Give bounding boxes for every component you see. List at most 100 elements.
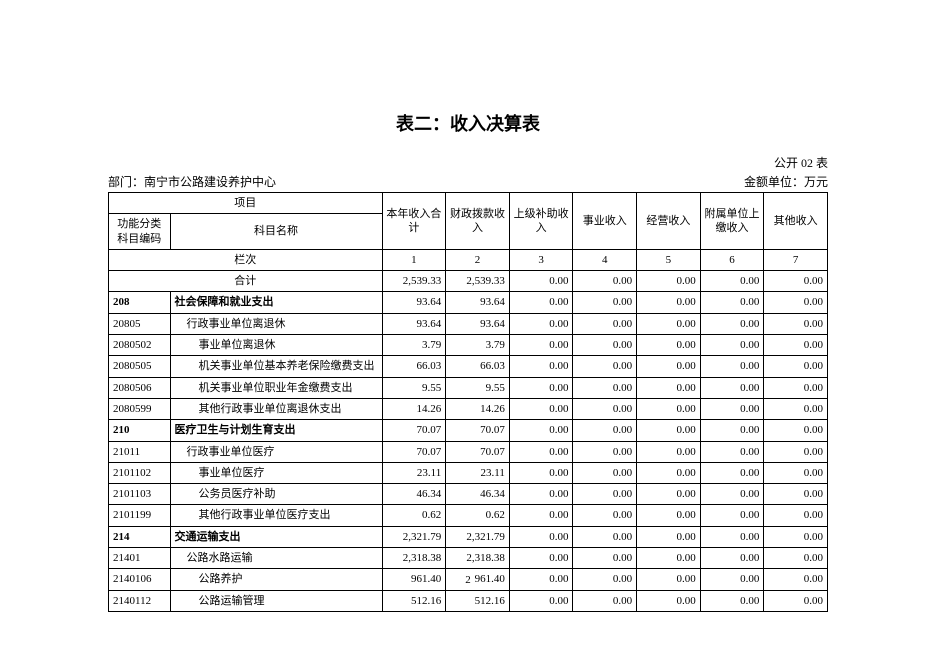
row-value: 66.03 bbox=[382, 356, 446, 377]
table-row: 2140112公路运输管理512.16512.160.000.000.000.0… bbox=[109, 590, 828, 611]
hdr-colnum-4: 5 bbox=[637, 249, 701, 270]
total-6: 0.00 bbox=[764, 271, 828, 292]
total-0: 2,539.33 bbox=[382, 271, 446, 292]
table-row: 20805行政事业单位离退休93.6493.640.000.000.000.00… bbox=[109, 313, 828, 334]
table-row: 21011行政事业单位医疗70.0770.070.000.000.000.000… bbox=[109, 441, 828, 462]
row-value: 0.00 bbox=[764, 548, 828, 569]
row-value: 0.00 bbox=[509, 398, 573, 419]
row-code: 2080505 bbox=[109, 356, 171, 377]
row-code: 210 bbox=[109, 420, 171, 441]
page-title: 表二：收入决算表 bbox=[108, 110, 828, 136]
row-value: 0.00 bbox=[764, 398, 828, 419]
row-value: 0.00 bbox=[637, 484, 701, 505]
row-value: 0.00 bbox=[764, 335, 828, 356]
row-value: 0.00 bbox=[637, 505, 701, 526]
row-value: 2,318.38 bbox=[446, 548, 510, 569]
table-row: 2080599其他行政事业单位离退休支出14.2614.260.000.000.… bbox=[109, 398, 828, 419]
row-value: 2,321.79 bbox=[446, 526, 510, 547]
row-code: 2080599 bbox=[109, 398, 171, 419]
row-value: 0.00 bbox=[509, 590, 573, 611]
row-value: 93.64 bbox=[446, 313, 510, 334]
table-row: 2101102事业单位医疗23.1123.110.000.000.000.000… bbox=[109, 462, 828, 483]
row-code: 21401 bbox=[109, 548, 171, 569]
row-name: 行政事业单位医疗 bbox=[170, 441, 382, 462]
row-value: 0.00 bbox=[700, 590, 764, 611]
row-value: 9.55 bbox=[446, 377, 510, 398]
row-value: 0.00 bbox=[637, 526, 701, 547]
row-value: 0.00 bbox=[700, 548, 764, 569]
row-value: 46.34 bbox=[446, 484, 510, 505]
row-code: 2101199 bbox=[109, 505, 171, 526]
row-name: 其他行政事业单位医疗支出 bbox=[170, 505, 382, 526]
row-value: 0.00 bbox=[637, 335, 701, 356]
row-value: 0.00 bbox=[764, 505, 828, 526]
row-value: 0.00 bbox=[573, 590, 637, 611]
row-value: 70.07 bbox=[446, 441, 510, 462]
hdr-colnum-2: 3 bbox=[509, 249, 573, 270]
row-code: 2080506 bbox=[109, 377, 171, 398]
row-value: 0.00 bbox=[509, 377, 573, 398]
row-value: 93.64 bbox=[382, 313, 446, 334]
row-name: 医疗卫生与计划生育支出 bbox=[170, 420, 382, 441]
row-code: 20805 bbox=[109, 313, 171, 334]
table-row: 2080505机关事业单位基本养老保险缴费支出66.0366.030.000.0… bbox=[109, 356, 828, 377]
total-2: 0.00 bbox=[509, 271, 573, 292]
row-value: 70.07 bbox=[446, 420, 510, 441]
row-code: 2101103 bbox=[109, 484, 171, 505]
table-row: 210医疗卫生与计划生育支出70.0770.070.000.000.000.00… bbox=[109, 420, 828, 441]
row-name: 其他行政事业单位离退休支出 bbox=[170, 398, 382, 419]
hdr-col-0: 本年收入合计 bbox=[382, 193, 446, 250]
row-value: 0.00 bbox=[764, 292, 828, 313]
row-value: 0.00 bbox=[637, 292, 701, 313]
row-value: 0.00 bbox=[764, 462, 828, 483]
form-number: 公开 02 表 bbox=[108, 154, 828, 171]
row-value: 0.00 bbox=[700, 398, 764, 419]
row-value: 0.00 bbox=[573, 526, 637, 547]
row-value: 23.11 bbox=[382, 462, 446, 483]
row-name: 社会保障和就业支出 bbox=[170, 292, 382, 313]
row-value: 0.00 bbox=[573, 398, 637, 419]
total-3: 0.00 bbox=[573, 271, 637, 292]
table-header: 项目 本年收入合计 财政拨款收入 上级补助收入 事业收入 经营收入 附属单位上缴… bbox=[109, 193, 828, 292]
row-value: 0.00 bbox=[700, 292, 764, 313]
row-value: 0.00 bbox=[573, 462, 637, 483]
income-table: 项目 本年收入合计 财政拨款收入 上级补助收入 事业收入 经营收入 附属单位上缴… bbox=[108, 192, 828, 612]
row-value: 0.00 bbox=[700, 377, 764, 398]
table-body: 208社会保障和就业支出93.6493.640.000.000.000.000.… bbox=[109, 292, 828, 611]
row-value: 0.00 bbox=[509, 526, 573, 547]
table-row: 214交通运输支出2,321.792,321.790.000.000.000.0… bbox=[109, 526, 828, 547]
total-1: 2,539.33 bbox=[446, 271, 510, 292]
row-value: 66.03 bbox=[446, 356, 510, 377]
table-row: 208社会保障和就业支出93.6493.640.000.000.000.000.… bbox=[109, 292, 828, 313]
row-value: 0.00 bbox=[637, 462, 701, 483]
row-value: 0.00 bbox=[700, 526, 764, 547]
row-value: 0.62 bbox=[382, 505, 446, 526]
row-code: 2140112 bbox=[109, 590, 171, 611]
hdr-colnum-3: 4 bbox=[573, 249, 637, 270]
row-name: 机关事业单位职业年金缴费支出 bbox=[170, 377, 382, 398]
hdr-col-3: 事业收入 bbox=[573, 193, 637, 250]
row-value: 0.00 bbox=[764, 590, 828, 611]
hdr-heji: 合计 bbox=[109, 271, 383, 292]
row-value: 0.00 bbox=[509, 548, 573, 569]
row-value: 0.00 bbox=[637, 420, 701, 441]
row-value: 3.79 bbox=[382, 335, 446, 356]
hdr-colnum-6: 7 bbox=[764, 249, 828, 270]
row-code: 214 bbox=[109, 526, 171, 547]
row-value: 0.00 bbox=[764, 356, 828, 377]
row-value: 512.16 bbox=[382, 590, 446, 611]
row-code: 2101102 bbox=[109, 462, 171, 483]
hdr-project: 项目 bbox=[109, 193, 383, 214]
hdr-col-5: 附属单位上缴收入 bbox=[700, 193, 764, 250]
row-value: 70.07 bbox=[382, 420, 446, 441]
row-name: 机关事业单位基本养老保险缴费支出 bbox=[170, 356, 382, 377]
row-value: 0.00 bbox=[700, 420, 764, 441]
table-row: 21401公路水路运输2,318.382,318.380.000.000.000… bbox=[109, 548, 828, 569]
row-value: 0.00 bbox=[764, 526, 828, 547]
row-value: 70.07 bbox=[382, 441, 446, 462]
document-page: 表二：收入决算表 公开 02 表 部门：南宁市公路建设养护中心 金额单位：万元 … bbox=[108, 0, 828, 612]
row-value: 0.00 bbox=[509, 313, 573, 334]
row-name: 公路水路运输 bbox=[170, 548, 382, 569]
row-value: 0.00 bbox=[573, 377, 637, 398]
table-row: 2080506机关事业单位职业年金缴费支出9.559.550.000.000.0… bbox=[109, 377, 828, 398]
